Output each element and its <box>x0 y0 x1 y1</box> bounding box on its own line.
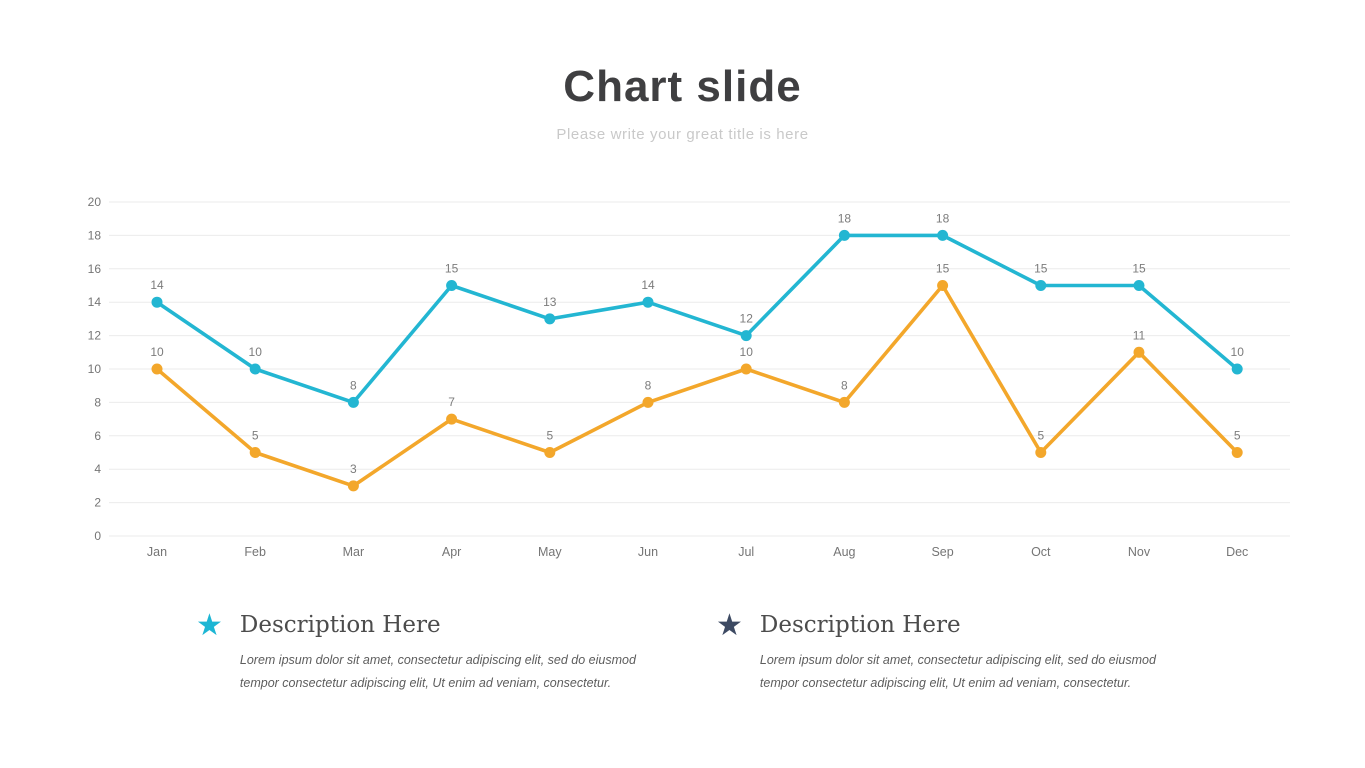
description-body-line1: Lorem ipsum dolor sit amet, consectetur … <box>239 653 636 667</box>
series-orange-point <box>249 447 261 458</box>
series-teal-point <box>740 330 752 342</box>
series-orange-line <box>155 283 1239 488</box>
series-teal-point <box>1035 280 1047 291</box>
series-teal-point <box>544 313 556 325</box>
series-orange-point <box>151 363 163 375</box>
point-label: 5 <box>1037 429 1044 443</box>
series-teal-point <box>151 296 163 308</box>
series-orange-point <box>347 480 359 492</box>
description-content: Description Here Lorem ipsum dolor sit a… <box>240 612 636 695</box>
slide-header: Chart slide Please write your great titl… <box>0 62 1365 143</box>
x-tick-label: Jun <box>638 545 658 559</box>
series-teal-point <box>1133 280 1145 291</box>
x-tick-label: Jul <box>738 545 754 559</box>
series-orange-point <box>1133 346 1145 358</box>
description-title: Description Here <box>759 612 961 638</box>
description-body: Lorem ipsum dolor sit amet, consectetur … <box>240 649 636 695</box>
point-label: 8 <box>841 378 848 392</box>
point-label: 7 <box>448 395 455 409</box>
star-icon: ★ <box>716 609 743 642</box>
point-label: 15 <box>1034 262 1048 276</box>
series-orange-point <box>937 280 949 291</box>
y-tick-label: 10 <box>88 362 102 376</box>
x-tick-label: Nov <box>1128 545 1151 559</box>
point-label: 18 <box>838 211 852 225</box>
description-body-line2: tempor consectetur adipiscing elit, Ut e… <box>239 676 612 690</box>
point-label: 10 <box>1231 345 1245 359</box>
x-tick-label: Aug <box>833 545 855 559</box>
point-label: 5 <box>1234 429 1241 443</box>
description-block-1: ★ Description Here Lorem ipsum dolor sit… <box>196 609 646 695</box>
y-tick-label: 20 <box>88 195 102 209</box>
page-title: Chart slide <box>563 62 802 111</box>
series-orange-point <box>642 396 654 408</box>
series-teal-point <box>642 296 654 308</box>
point-label: 10 <box>249 345 263 359</box>
point-label: 15 <box>1132 262 1146 276</box>
point-label: 8 <box>350 378 357 392</box>
description-title: Description Here <box>239 612 441 638</box>
point-label: 12 <box>740 312 754 326</box>
description-body-line1: Lorem ipsum dolor sit amet, consectetur … <box>759 653 1156 667</box>
point-label: 15 <box>445 262 459 276</box>
x-tick-label: Jan <box>147 545 167 559</box>
point-label: 10 <box>150 345 164 359</box>
series-orange-point <box>740 363 752 375</box>
point-label: 13 <box>543 295 557 309</box>
y-tick-label: 14 <box>88 295 102 309</box>
y-tick-label: 12 <box>88 329 102 343</box>
point-label: 3 <box>350 462 357 476</box>
point-label: 8 <box>645 378 652 392</box>
x-tick-label: Feb <box>244 545 266 559</box>
series-teal-point <box>446 280 458 291</box>
point-label: 14 <box>641 278 655 292</box>
point-label: 5 <box>252 429 259 443</box>
y-tick-label: 18 <box>88 228 102 242</box>
description-block-2: ★ Description Here Lorem ipsum dolor sit… <box>716 609 1166 695</box>
y-tick-label: 8 <box>94 395 101 409</box>
y-tick-label: 4 <box>94 462 101 476</box>
series-orange-point <box>1231 447 1243 458</box>
series-teal-point <box>1231 363 1243 375</box>
series-orange-point <box>446 413 458 425</box>
star-icon: ★ <box>196 609 223 642</box>
point-label: 18 <box>936 211 950 225</box>
point-label: 5 <box>546 429 553 443</box>
series-teal-point <box>347 396 359 408</box>
page-subtitle: Please write your great title is here <box>556 126 809 143</box>
description-body: Lorem ipsum dolor sit amet, consectetur … <box>760 649 1156 695</box>
x-tick-label: Sep <box>931 545 953 559</box>
y-tick-label: 0 <box>94 529 101 543</box>
series-orange-point <box>1035 447 1047 458</box>
line-chart: 0 2 4 6 8 10 12 14 16 18 20 Jan Feb Mar Apr May Jun Jul Au… <box>85 188 1300 578</box>
series-teal-point <box>838 229 850 241</box>
x-tick-label: Dec <box>1226 545 1248 559</box>
y-tick-label: 16 <box>88 262 102 276</box>
x-tick-label: May <box>538 545 562 559</box>
series-orange-point <box>544 447 556 458</box>
series-teal-line <box>155 233 1239 405</box>
y-tick-label: 6 <box>94 429 101 443</box>
x-tick-label: Apr <box>442 545 461 559</box>
point-label: 15 <box>936 262 950 276</box>
y-tick-label: 2 <box>94 496 101 510</box>
series-orange-point <box>838 396 850 408</box>
description-body-line2: tempor consectetur adipiscing elit, Ut e… <box>759 676 1132 690</box>
x-tick-label: Mar <box>343 545 365 559</box>
series-teal-point <box>937 229 949 241</box>
point-label: 14 <box>150 278 164 292</box>
description-content: Description Here Lorem ipsum dolor sit a… <box>760 612 1156 695</box>
series-teal-point <box>249 363 261 375</box>
x-tick-label: Oct <box>1031 545 1051 559</box>
point-label: 10 <box>740 345 754 359</box>
point-label: 11 <box>1133 328 1146 342</box>
